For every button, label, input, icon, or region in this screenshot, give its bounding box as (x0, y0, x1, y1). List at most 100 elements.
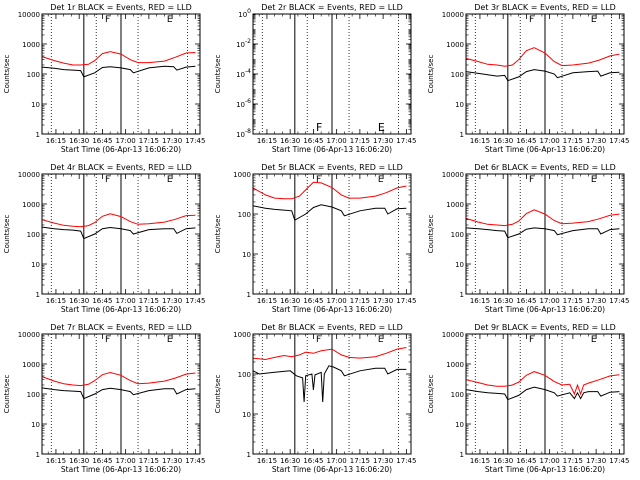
x-tick-label: 16:45 (303, 137, 323, 145)
marker-f: F (105, 335, 110, 345)
y-tick-label: 1000 (446, 361, 464, 369)
y-tick-label: 1000 (446, 41, 464, 49)
y-tick-label: 10-8 (236, 128, 251, 139)
y-tick-label: 10 (455, 421, 464, 429)
plot-frame (465, 13, 625, 135)
x-axis-label: Start Time (06-Apr-13 16:06:20) (485, 305, 605, 314)
y-tick-label: 10 (31, 101, 40, 109)
y-axis-label: Counts/sec (427, 55, 435, 94)
plot-frame (465, 173, 625, 295)
x-axis-label: Start Time (06-Apr-13 16:06:20) (485, 465, 605, 474)
x-tick-label: 17:15 (139, 137, 159, 145)
x-axis-label: Start Time (06-Apr-13 16:06:20) (272, 145, 392, 154)
events-series-line (41, 65, 196, 78)
marker-f: F (105, 175, 110, 185)
events-series-line (41, 387, 196, 400)
x-tick-label: 16:15 (470, 297, 490, 305)
y-tick-label: 100 (451, 391, 464, 399)
y-tick-label: 10000 (18, 11, 40, 19)
y-tick-label: 10000 (442, 11, 464, 19)
y-tick-label: 1 (36, 291, 40, 299)
x-tick-label: 17:15 (350, 297, 370, 305)
x-tick-label: 16:15 (257, 297, 277, 305)
y-tick-label: 10000 (18, 331, 40, 339)
x-tick-label: 16:15 (470, 137, 490, 145)
detector-panel-5: Det 5r BLACK = Events, RED = LLD Counts/s… (214, 163, 416, 314)
x-tick-label: 17:00 (540, 457, 560, 465)
x-tick-label: 16:15 (46, 457, 66, 465)
x-tick-label: 16:45 (516, 457, 536, 465)
y-tick-label: 100 (27, 231, 40, 239)
x-tick-label: 17:30 (373, 457, 393, 465)
x-axis-label: Start Time (06-Apr-13 16:06:20) (61, 305, 181, 314)
x-tick-label: 16:45 (92, 457, 112, 465)
x-tick-label: 17:15 (139, 297, 159, 305)
plot-frame (252, 13, 412, 135)
x-tick-label: 17:15 (563, 137, 583, 145)
x-tick-label: 17:30 (373, 297, 393, 305)
y-tick-label: 100 (238, 8, 251, 19)
x-tick-label: 16:15 (46, 137, 66, 145)
x-tick-label: 17:30 (586, 137, 606, 145)
y-tick-label: 10-4 (236, 68, 251, 79)
y-tick-label: 1 (247, 291, 251, 299)
y-tick-label: 10 (242, 411, 251, 419)
detector-panel-8: Det 8r BLACK = Events, RED = LLD Counts/s… (214, 323, 416, 474)
marker-f: F (529, 335, 534, 345)
x-tick-label: 16:15 (257, 137, 277, 145)
x-tick-label: 16:45 (92, 297, 112, 305)
x-tick-label: 16:30 (69, 297, 89, 305)
y-tick-label: 100 (238, 371, 251, 379)
x-tick-label: 17:30 (162, 457, 182, 465)
x-axis-label: Start Time (06-Apr-13 16:06:20) (485, 145, 605, 154)
plot-frame (252, 333, 412, 455)
y-axis-label: Counts/sec (3, 215, 11, 254)
y-tick-label: 10 (455, 101, 464, 109)
x-tick-label: 16:30 (280, 137, 300, 145)
x-tick-label: 17:45 (396, 457, 416, 465)
marker-e: E (167, 175, 173, 185)
x-tick-label: 16:45 (516, 297, 536, 305)
y-tick-label: 100 (451, 231, 464, 239)
x-tick-label: 16:30 (493, 457, 513, 465)
detector-panel-1: Det 1r BLACK = Events, RED = LLD Counts/s… (3, 3, 205, 154)
x-tick-label: 17:15 (139, 457, 159, 465)
x-axis-label: Start Time (06-Apr-13 16:06:20) (272, 305, 392, 314)
x-tick-label: 17:30 (162, 297, 182, 305)
lld-series-line (465, 209, 620, 227)
x-tick-label: 17:00 (540, 297, 560, 305)
x-tick-label: 16:15 (470, 457, 490, 465)
y-tick-label: 1000 (233, 171, 251, 179)
x-tick-label: 16:15 (257, 457, 277, 465)
lld-series-line (465, 371, 620, 396)
x-tick-label: 16:30 (69, 137, 89, 145)
y-tick-label: 10 (31, 421, 40, 429)
lld-series-line (41, 213, 196, 228)
lld-series-line (252, 181, 407, 200)
x-axis-label: Start Time (06-Apr-13 16:06:20) (61, 145, 181, 154)
panel-title: Det 7r BLACK = Events, RED = LLD (50, 323, 192, 332)
x-tick-label: 16:30 (280, 457, 300, 465)
y-tick-label: 100 (27, 71, 40, 79)
panel-title: Det 8r BLACK = Events, RED = LLD (261, 323, 403, 332)
y-tick-label: 1 (460, 131, 464, 139)
x-tick-label: 17:45 (609, 137, 629, 145)
y-tick-label: 10 (31, 261, 40, 269)
x-tick-label: 17:45 (396, 137, 416, 145)
detector-panel-2: Det 2r BLACK = Events, RED = LLD Counts/s… (214, 3, 416, 154)
y-tick-label: 10-6 (236, 98, 251, 109)
y-tick-label: 100 (27, 391, 40, 399)
y-tick-label: 1 (460, 291, 464, 299)
x-tick-label: 17:30 (586, 297, 606, 305)
events-series-line (252, 365, 407, 403)
y-tick-label: 1000 (446, 201, 464, 209)
events-series-line (41, 226, 196, 240)
x-tick-label: 17:00 (116, 457, 136, 465)
y-tick-label: 1000 (233, 331, 251, 339)
y-tick-label: 100 (451, 71, 464, 79)
lld-series-line (41, 51, 196, 66)
marker-f: F (316, 175, 321, 185)
panel-title: Det 1r BLACK = Events, RED = LLD (50, 3, 192, 12)
plot-frame (41, 173, 201, 295)
x-tick-label: 17:45 (396, 297, 416, 305)
